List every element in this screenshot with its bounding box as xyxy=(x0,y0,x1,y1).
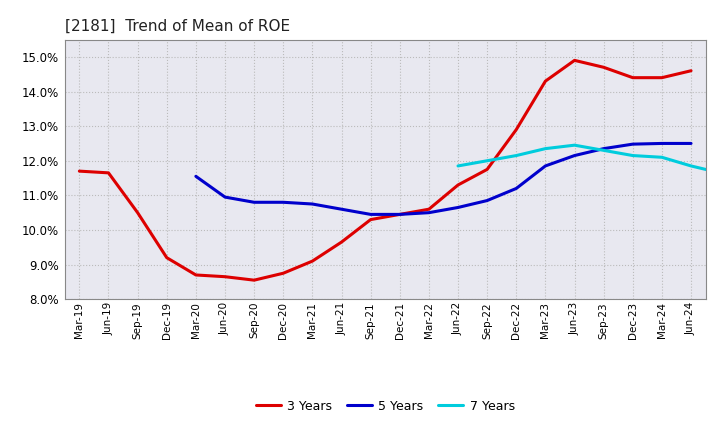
3 Years xyxy=(657,75,666,81)
5 Years xyxy=(250,200,258,205)
3 Years xyxy=(75,169,84,174)
Text: [2181]  Trend of Mean of ROE: [2181] Trend of Mean of ROE xyxy=(65,19,290,34)
7 Years xyxy=(716,170,720,176)
7 Years xyxy=(483,158,492,163)
3 Years xyxy=(454,182,462,187)
5 Years xyxy=(541,163,550,169)
5 Years xyxy=(687,141,696,146)
3 Years xyxy=(192,272,200,278)
5 Years xyxy=(657,141,666,146)
5 Years xyxy=(279,200,287,205)
3 Years xyxy=(483,167,492,172)
7 Years xyxy=(629,153,637,158)
5 Years xyxy=(454,205,462,210)
Line: 7 Years: 7 Years xyxy=(458,145,720,173)
3 Years xyxy=(395,212,404,217)
3 Years xyxy=(541,78,550,84)
5 Years xyxy=(570,153,579,158)
5 Years xyxy=(192,174,200,179)
7 Years xyxy=(570,143,579,148)
3 Years xyxy=(133,210,142,215)
5 Years xyxy=(395,212,404,217)
7 Years xyxy=(657,154,666,160)
3 Years xyxy=(220,274,229,279)
5 Years xyxy=(483,198,492,203)
3 Years xyxy=(512,127,521,132)
5 Years xyxy=(629,142,637,147)
Legend: 3 Years, 5 Years, 7 Years: 3 Years, 5 Years, 7 Years xyxy=(251,395,520,418)
5 Years xyxy=(308,202,317,207)
5 Years xyxy=(366,212,375,217)
3 Years xyxy=(629,75,637,81)
3 Years xyxy=(104,170,113,176)
3 Years xyxy=(250,278,258,283)
3 Years xyxy=(570,58,579,63)
3 Years xyxy=(163,255,171,260)
5 Years xyxy=(337,206,346,212)
5 Years xyxy=(220,194,229,200)
7 Years xyxy=(687,163,696,169)
5 Years xyxy=(599,146,608,151)
Line: 5 Years: 5 Years xyxy=(196,143,691,214)
7 Years xyxy=(454,163,462,169)
3 Years xyxy=(599,65,608,70)
7 Years xyxy=(599,148,608,153)
Line: 3 Years: 3 Years xyxy=(79,60,691,280)
3 Years xyxy=(308,258,317,264)
3 Years xyxy=(366,217,375,222)
7 Years xyxy=(541,146,550,151)
7 Years xyxy=(512,153,521,158)
3 Years xyxy=(279,271,287,276)
5 Years xyxy=(425,210,433,215)
5 Years xyxy=(512,186,521,191)
3 Years xyxy=(425,206,433,212)
3 Years xyxy=(687,68,696,73)
3 Years xyxy=(337,239,346,245)
